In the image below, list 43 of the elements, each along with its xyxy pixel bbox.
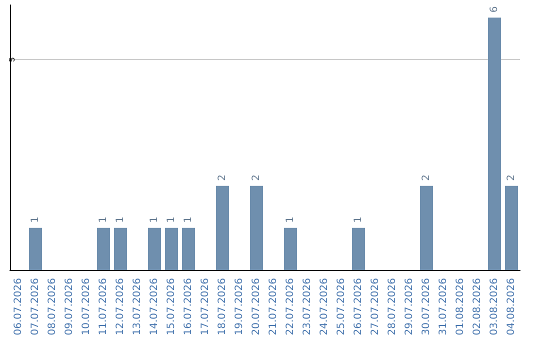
data-label: 1 [115, 216, 126, 223]
data-label: 1 [149, 216, 160, 223]
x-tick-label: 25.07.2026 [336, 278, 347, 336]
x-tick-label: 30.07.2026 [421, 278, 432, 336]
x-tick-label: 22.07.2026 [285, 278, 296, 336]
data-label: 2 [421, 174, 432, 181]
data-label: 1 [285, 216, 296, 223]
x-tick-label: 10.07.2026 [81, 278, 92, 336]
x-tick-label: 23.07.2026 [302, 278, 313, 336]
x-tick-label: 02.08.2026 [472, 278, 483, 336]
x-tick-label: 31.07.2026 [438, 278, 449, 336]
x-tick-label: 20.07.2026 [251, 278, 262, 336]
data-label: 2 [217, 174, 228, 181]
data-label: 1 [166, 216, 177, 223]
x-tick-label: 01.08.2026 [455, 278, 466, 336]
x-tick-label: 12.07.2026 [115, 278, 126, 336]
x-tick-label: 18.07.2026 [217, 278, 228, 336]
x-tick-label: 03.08.2026 [489, 278, 500, 336]
x-tick-label: 27.07.2026 [370, 278, 381, 336]
x-tick-label: 15.07.2026 [166, 278, 177, 336]
x-tick-label: 13.07.2026 [132, 278, 143, 336]
x-tick-label: 29.07.2026 [404, 278, 415, 336]
x-tick-label: 09.07.2026 [64, 278, 75, 336]
x-tick-label: 16.07.2026 [183, 278, 194, 336]
x-tick-label: 26.07.2026 [353, 278, 364, 336]
x-tick-label: 11.07.2026 [98, 278, 109, 336]
x-tick-label: 24.07.2026 [319, 278, 330, 336]
data-label: 1 [98, 216, 109, 223]
data-label: 2 [506, 174, 517, 181]
data-label: 6 [489, 6, 500, 13]
x-tick-label: 17.07.2026 [200, 278, 211, 336]
x-tick-label: 07.07.2026 [30, 278, 41, 336]
data-label: 1 [30, 216, 41, 223]
data-label: 1 [183, 216, 194, 223]
data-label: 1 [353, 216, 364, 223]
x-tick-label: 06.07.2026 [13, 278, 24, 336]
data-label: 2 [251, 174, 262, 181]
x-tick-label: 08.07.2026 [47, 278, 58, 336]
x-tick-label: 14.07.2026 [149, 278, 160, 336]
x-tick-label: 28.07.2026 [387, 278, 398, 336]
x-tick-label: 04.08.2026 [506, 278, 517, 336]
x-tick-label: 19.07.2026 [234, 278, 245, 336]
x-tick-label: 21.07.2026 [268, 278, 279, 336]
